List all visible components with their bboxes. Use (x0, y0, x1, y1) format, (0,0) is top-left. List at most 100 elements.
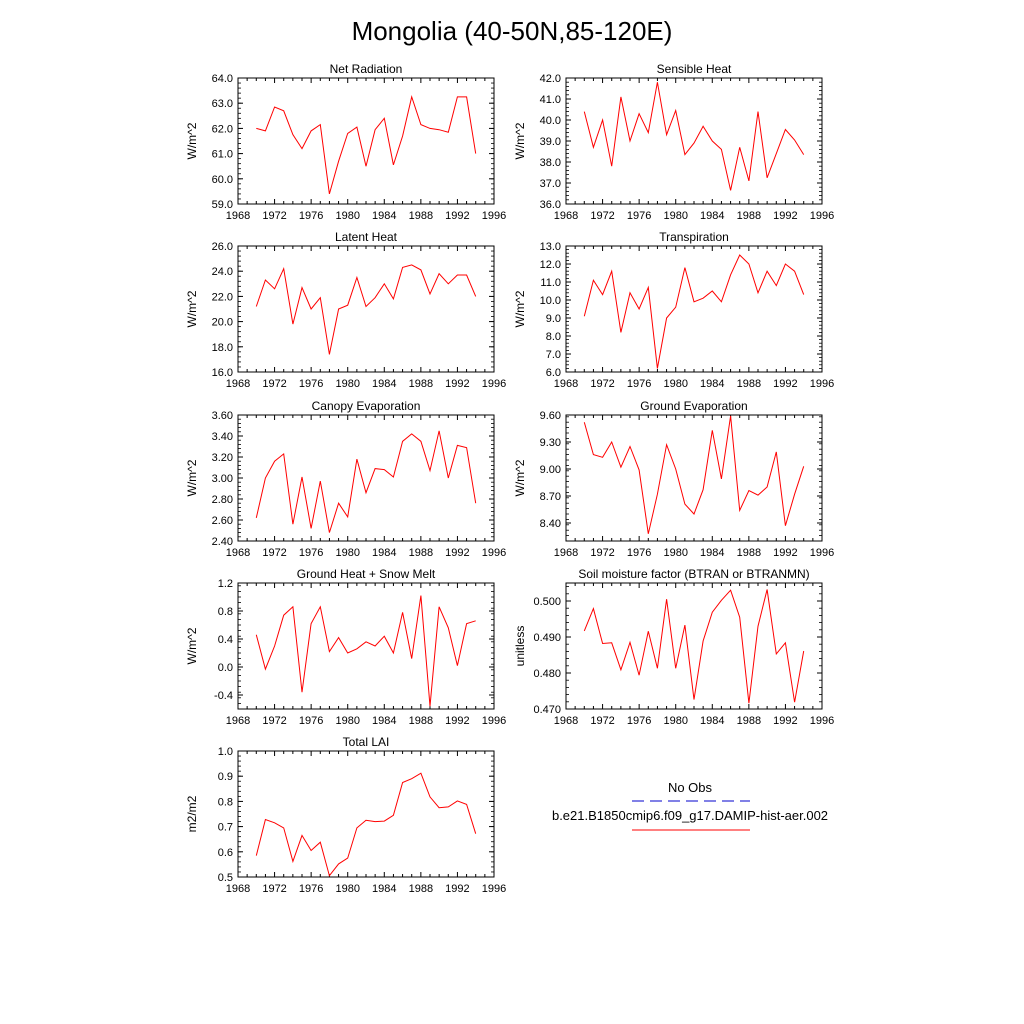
y-tick-label: 9.60 (540, 410, 561, 422)
y-tick-label: 1.0 (218, 746, 233, 758)
x-tick-label: 1968 (226, 210, 250, 222)
x-tick-label: 1980 (335, 378, 359, 390)
x-tick-label: 1996 (810, 715, 834, 727)
series-line (255, 772, 477, 877)
x-tick-label: 1968 (226, 547, 250, 559)
y-tick-label: 0.5 (218, 872, 233, 884)
y-tick-label: 11.0 (540, 277, 561, 289)
x-tick-label: 1968 (226, 883, 250, 895)
y-axis-label: W/m^2 (185, 627, 199, 664)
y-tick-label: 12.0 (540, 259, 561, 271)
x-tick-label: 1996 (482, 883, 506, 895)
y-tick-label: 36.0 (540, 199, 561, 211)
series-line (583, 589, 805, 704)
x-tick-label: 1972 (590, 547, 614, 559)
y-tick-label: 20.0 (212, 317, 233, 329)
panel-title: Sensible Heat (657, 62, 732, 76)
y-tick-label: 37.0 (540, 178, 561, 190)
plot-frame (565, 582, 823, 710)
x-tick-label: 1992 (445, 883, 469, 895)
panel-9: Total LAI m2/m2 1968 1972 1976 1980 1984 1988 19… (185, 735, 506, 895)
x-tick-label: 1976 (627, 715, 651, 727)
y-tick-label: 8.70 (540, 491, 561, 503)
x-tick-label: 1996 (482, 715, 506, 727)
x-tick-label: 1984 (700, 547, 724, 559)
x-tick-label: 1992 (773, 547, 797, 559)
x-tick-label: 1980 (335, 715, 359, 727)
x-tick-label: 1988 (737, 715, 761, 727)
panel-6: Ground Evaporation W/m^2 1968 1972 1976 1980 1… (513, 399, 834, 559)
x-tick-label: 1972 (590, 378, 614, 390)
y-tick-label: 40.0 (540, 115, 561, 127)
plot-frame (565, 245, 823, 373)
x-tick-label: 1988 (409, 547, 433, 559)
x-tick-label: 1976 (299, 378, 323, 390)
x-tick-label: 1992 (773, 210, 797, 222)
x-tick-label: 1976 (299, 715, 323, 727)
x-tick-label: 1972 (262, 378, 286, 390)
figure-title: Mongolia (40-50N,85-120E) (352, 16, 673, 46)
y-tick-label: 0.500 (533, 596, 561, 608)
y-tick-label: 2.80 (212, 494, 233, 506)
x-tick-label: 1992 (445, 378, 469, 390)
y-tick-label: 1.2 (218, 578, 233, 590)
x-tick-label: 1984 (372, 378, 396, 390)
x-tick-label: 1972 (590, 715, 614, 727)
x-tick-label: 1980 (663, 210, 687, 222)
x-tick-label: 1988 (409, 378, 433, 390)
y-tick-label: 6.0 (546, 367, 561, 379)
panel-title: Transpiration (659, 230, 729, 244)
y-tick-label: 0.9 (218, 771, 233, 783)
x-tick-label: 1984 (372, 883, 396, 895)
x-tick-label: 1972 (262, 715, 286, 727)
y-tick-label: 39.0 (540, 136, 561, 148)
x-tick-label: 1996 (810, 378, 834, 390)
plot-frame (237, 750, 495, 878)
x-tick-label: 1980 (335, 210, 359, 222)
x-tick-label: 1968 (554, 378, 578, 390)
x-tick-label: 1984 (700, 378, 724, 390)
legend: No Obs b.e21.B1850cmip6.f09_g17.DAMIP-hi… (552, 780, 828, 831)
y-tick-label: 3.40 (212, 431, 233, 443)
y-tick-label: 22.0 (212, 291, 233, 303)
x-tick-label: 1980 (335, 547, 359, 559)
y-tick-label: 9.30 (540, 437, 561, 449)
x-tick-label: 1980 (335, 883, 359, 895)
y-tick-label: 0.4 (218, 634, 233, 646)
y-tick-label: 26.0 (212, 241, 233, 253)
y-axis-label: m2/m2 (185, 795, 199, 832)
y-axis-label: unitless (513, 626, 527, 667)
x-tick-label: 1984 (700, 210, 724, 222)
panel-3: Latent Heat W/m^2 1968 1972 1976 1980 1984 1988… (185, 230, 506, 390)
y-tick-label: 9.00 (540, 464, 561, 476)
plot-frame (237, 245, 495, 373)
panel-title: Ground Evaporation (640, 399, 747, 413)
x-tick-label: 1972 (590, 210, 614, 222)
x-tick-label: 1976 (627, 210, 651, 222)
y-tick-label: 18.0 (212, 342, 233, 354)
legend-label-obs: No Obs (668, 780, 713, 795)
y-tick-label: 3.60 (212, 410, 233, 422)
x-tick-label: 1988 (409, 715, 433, 727)
x-tick-label: 1996 (482, 378, 506, 390)
y-tick-label: 2.60 (212, 515, 233, 527)
y-tick-label: 3.20 (212, 452, 233, 464)
y-tick-label: 9.0 (546, 313, 561, 325)
y-tick-label: 7.0 (546, 349, 561, 361)
series-line (583, 254, 805, 369)
y-tick-label: 59.0 (212, 199, 233, 211)
panel-7: Ground Heat + Snow Melt W/m^2 1968 1972 1976… (185, 567, 506, 727)
y-tick-label: 3.00 (212, 473, 233, 485)
y-tick-label: 0.7 (218, 822, 233, 834)
x-tick-label: 1992 (445, 210, 469, 222)
y-tick-label: 24.0 (212, 266, 233, 278)
x-tick-label: 1976 (299, 547, 323, 559)
y-tick-label: 60.0 (212, 174, 233, 186)
y-tick-label: 0.490 (533, 632, 561, 644)
x-tick-label: 1976 (299, 883, 323, 895)
x-tick-label: 1968 (554, 547, 578, 559)
x-tick-label: 1980 (663, 378, 687, 390)
x-tick-label: 1988 (409, 883, 433, 895)
plot-frame (237, 414, 495, 542)
